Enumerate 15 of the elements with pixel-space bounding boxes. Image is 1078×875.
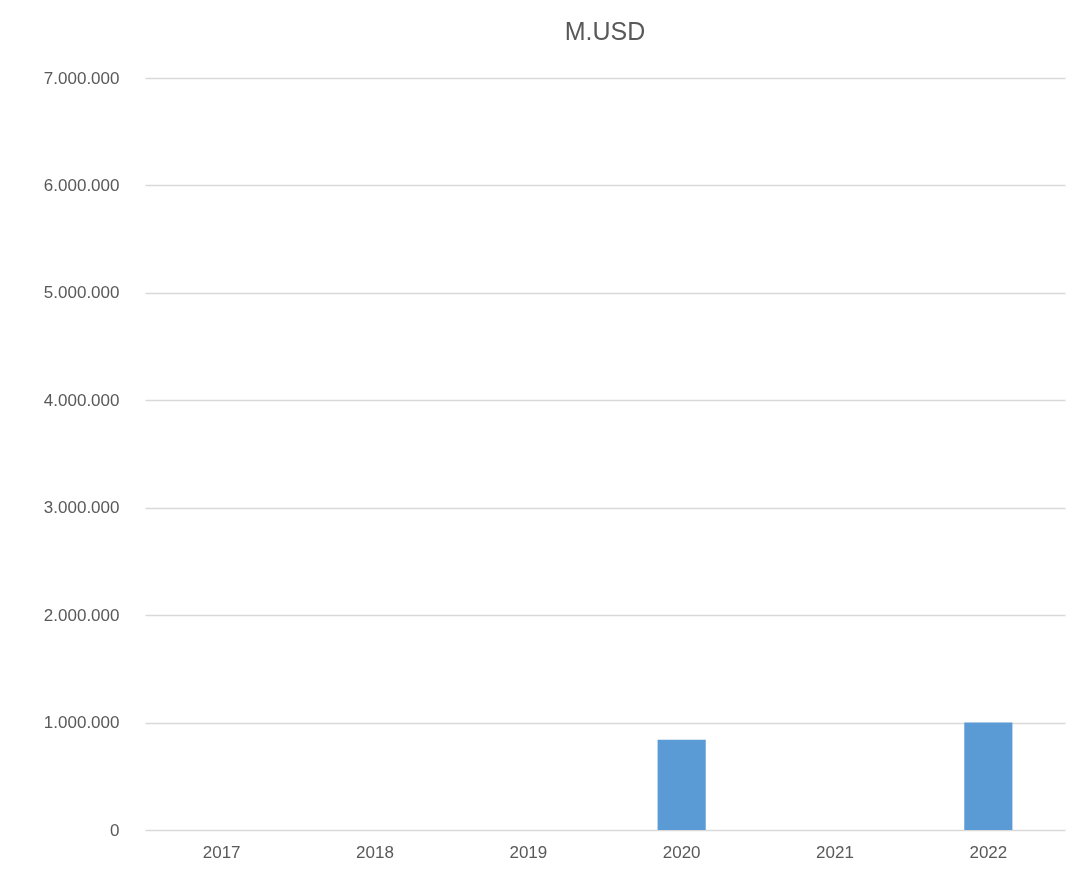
x-tick-label: 2021 [816, 842, 854, 862]
y-tick-label: 0 [110, 820, 120, 840]
y-tick-label: 7.000.000 [43, 68, 120, 88]
x-tick-label: 2018 [356, 842, 394, 862]
y-tick-label: 5.000.000 [43, 283, 120, 303]
chart-title: M.USD [564, 17, 646, 45]
y-tick-label: 4.000.000 [43, 390, 120, 410]
y-tick-label: 3.000.000 [43, 498, 120, 518]
x-tick-label: 2019 [509, 842, 548, 862]
x-tick-label: 2022 [969, 842, 1008, 862]
x-tick-label: 2020 [662, 842, 701, 862]
x-tick-label: 2017 [202, 842, 241, 862]
y-tick-label: 6.000.000 [43, 175, 120, 195]
y-tick-label: 1.000.000 [43, 713, 120, 733]
y-tick-label: 2.000.000 [43, 605, 120, 625]
